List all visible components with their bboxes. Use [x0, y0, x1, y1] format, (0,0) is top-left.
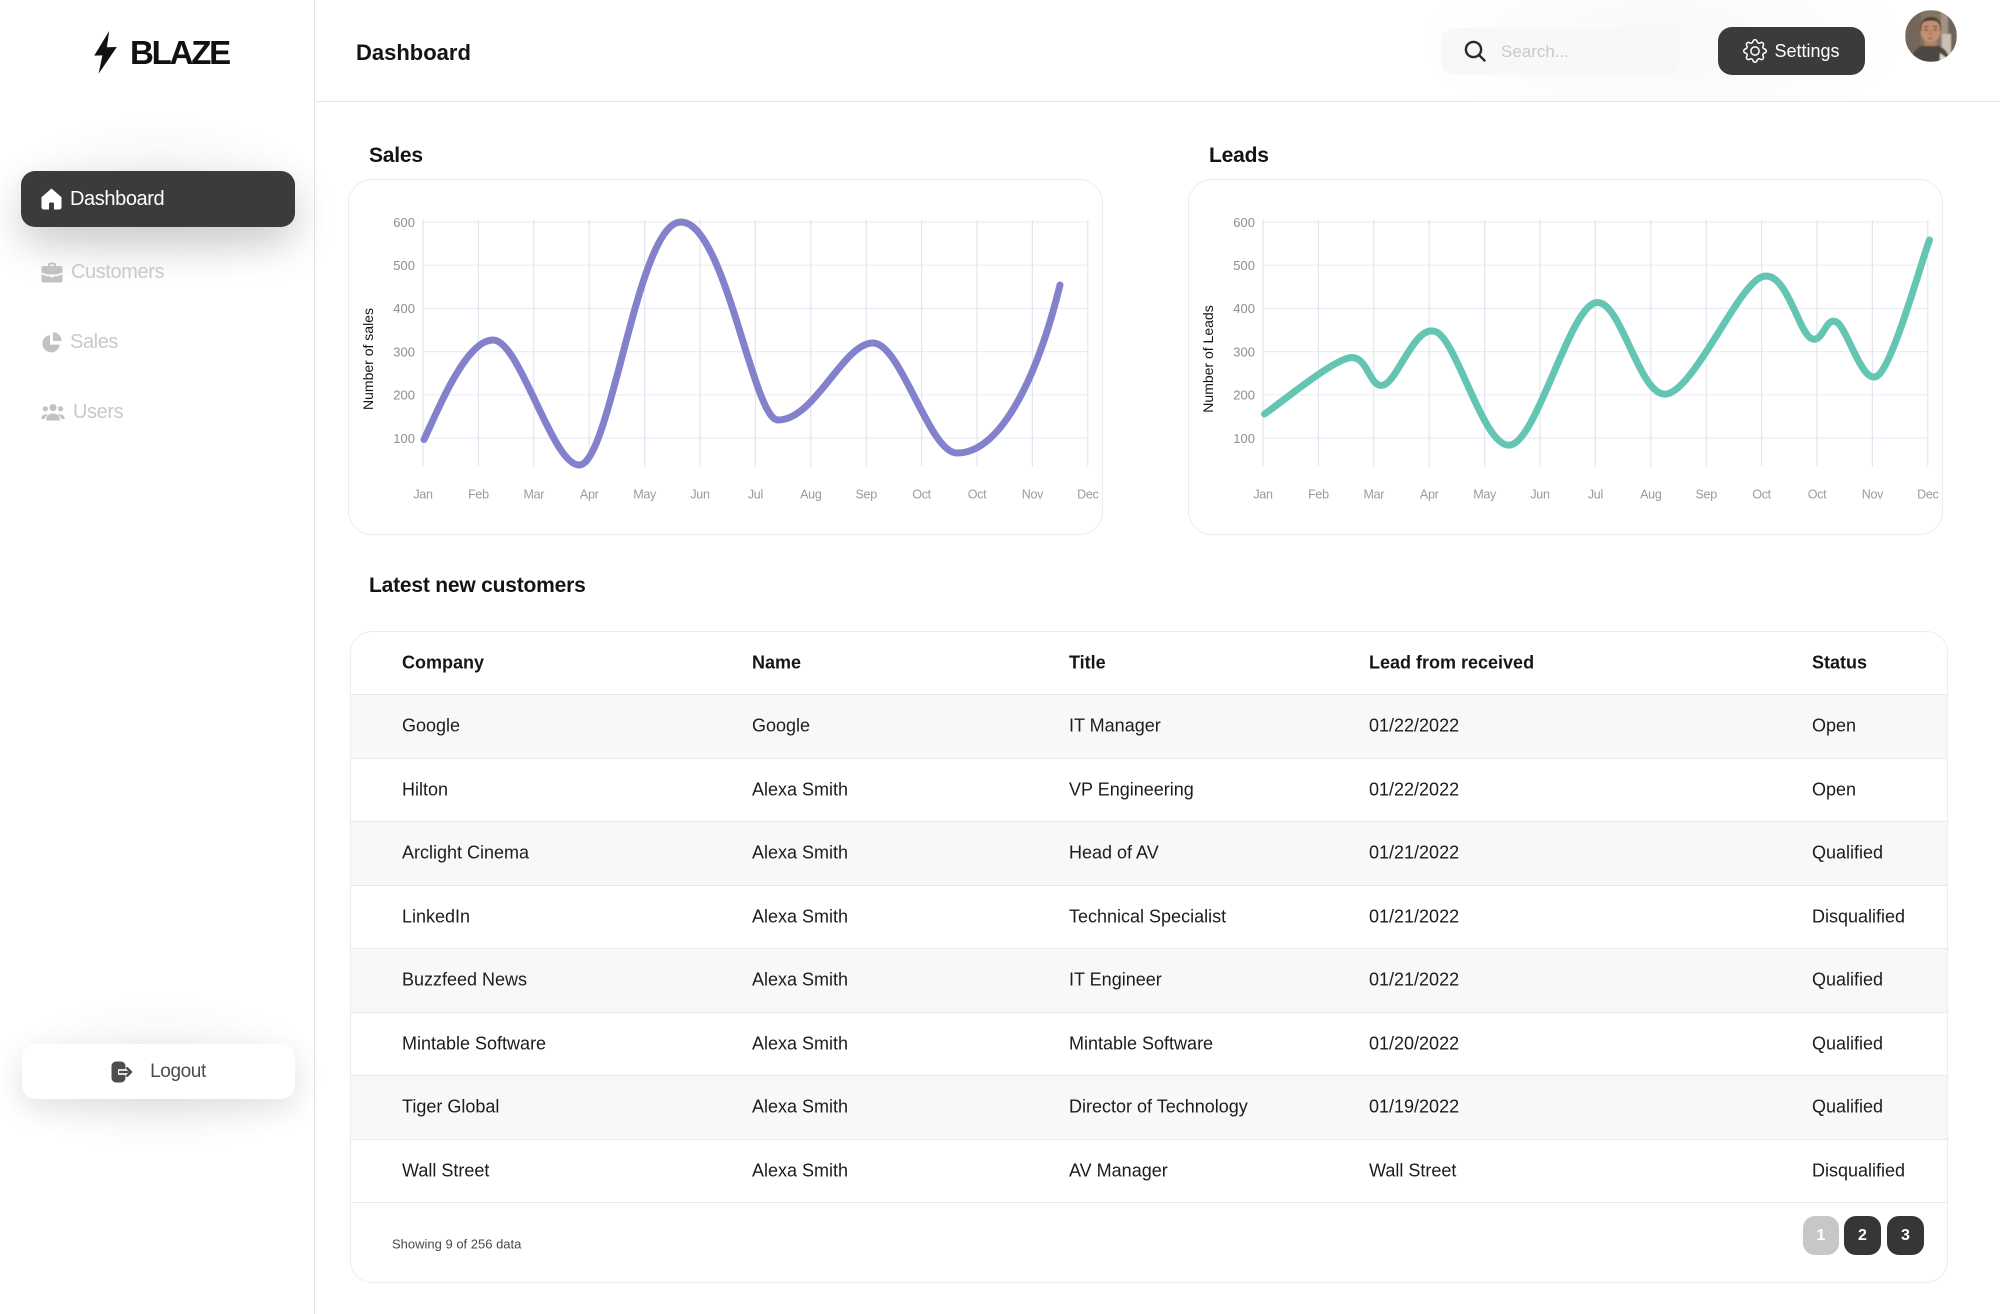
svg-text:Jan: Jan	[1253, 488, 1273, 502]
svg-text:Jul: Jul	[748, 488, 763, 502]
svg-text:500: 500	[393, 258, 415, 273]
svg-text:Apr: Apr	[580, 488, 599, 502]
svg-text:200: 200	[393, 388, 415, 403]
svg-text:Apr: Apr	[1420, 488, 1439, 502]
svg-text:Mar: Mar	[523, 488, 544, 502]
svg-text:600: 600	[1233, 215, 1255, 230]
svg-text:100: 100	[1233, 431, 1255, 446]
svg-text:May: May	[1473, 488, 1497, 502]
svg-text:Nov: Nov	[1022, 488, 1044, 502]
svg-text:Jul: Jul	[1588, 488, 1603, 502]
svg-text:Dec: Dec	[1917, 488, 1938, 502]
svg-text:Feb: Feb	[468, 488, 489, 502]
svg-text:600: 600	[393, 215, 415, 230]
svg-text:Oct: Oct	[968, 488, 987, 502]
svg-text:200: 200	[1233, 388, 1255, 403]
svg-text:Aug: Aug	[1640, 488, 1662, 502]
svg-text:Nov: Nov	[1862, 488, 1884, 502]
svg-text:Jun: Jun	[690, 488, 710, 502]
svg-text:Oct: Oct	[1752, 488, 1771, 502]
svg-text:Dec: Dec	[1077, 488, 1098, 502]
svg-text:May: May	[633, 488, 657, 502]
svg-text:Sep: Sep	[1696, 488, 1718, 502]
svg-text:Number of Leads: Number of Leads	[1200, 305, 1216, 412]
svg-text:Jun: Jun	[1530, 488, 1550, 502]
svg-text:Number of sales: Number of sales	[360, 308, 376, 410]
svg-text:Aug: Aug	[800, 488, 822, 502]
svg-text:300: 300	[393, 344, 415, 359]
svg-text:Oct: Oct	[912, 488, 931, 502]
svg-text:Mar: Mar	[1363, 488, 1384, 502]
svg-text:Sep: Sep	[856, 488, 878, 502]
svg-text:400: 400	[393, 301, 415, 316]
svg-text:Oct: Oct	[1808, 488, 1827, 502]
svg-text:400: 400	[1233, 301, 1255, 316]
svg-text:500: 500	[1233, 258, 1255, 273]
svg-text:Jan: Jan	[413, 488, 433, 502]
svg-text:Feb: Feb	[1308, 488, 1329, 502]
svg-text:100: 100	[393, 431, 415, 446]
svg-text:300: 300	[1233, 344, 1255, 359]
